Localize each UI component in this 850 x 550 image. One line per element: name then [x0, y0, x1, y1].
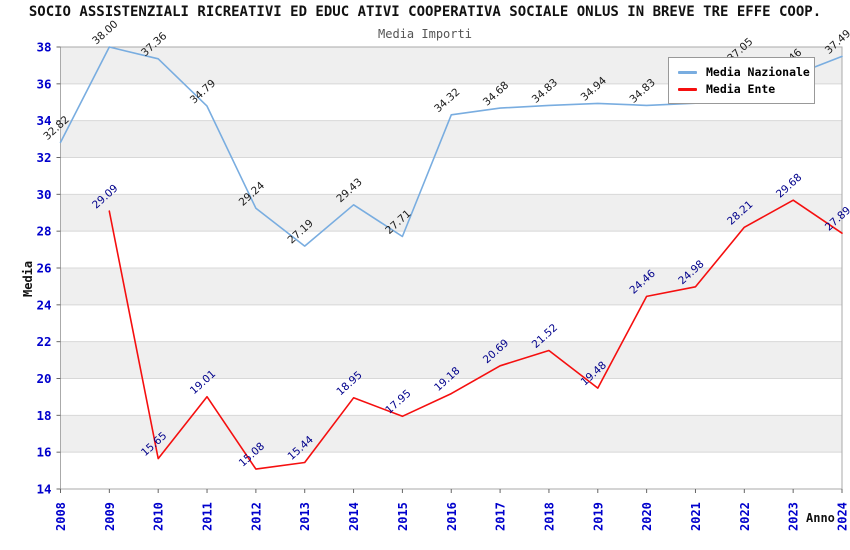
y-tick-label: 34 [36, 113, 51, 128]
x-axis-title: Anno [806, 511, 835, 525]
y-tick-label: 32 [36, 150, 51, 165]
x-tick-label: 2023 [787, 502, 801, 531]
legend-line-swatch-nazionale [678, 70, 697, 74]
y-tick-label: 24 [36, 297, 51, 312]
legend-label-ente: Media Ente [706, 82, 776, 96]
x-tick-label: 2009 [103, 502, 117, 531]
legend-label-nazionale: Media Nazionale [706, 65, 810, 79]
data-label: 38.00 [90, 18, 120, 47]
x-tick-label: 2013 [298, 502, 312, 531]
x-tick-label: 2014 [347, 502, 361, 531]
y-tick-label: 30 [36, 187, 51, 202]
plot-band [60, 120, 842, 158]
x-tick-label: 2021 [689, 502, 703, 531]
chart-subtitle: Media Importi [378, 27, 472, 41]
plot-band [60, 157, 842, 195]
plot-band [60, 415, 842, 453]
plot-band [60, 231, 842, 268]
y-tick-label: 20 [36, 371, 51, 386]
x-tick-label: 2024 [836, 502, 850, 531]
y-tick-label: 18 [36, 408, 51, 423]
plot-band [60, 304, 842, 342]
x-tick-label: 2020 [640, 502, 654, 531]
legend-item-media-ente: Media Ente [678, 82, 806, 96]
x-tick-label: 2012 [249, 502, 263, 531]
y-tick-label: 22 [36, 334, 51, 349]
x-tick-label: 2018 [542, 502, 556, 531]
y-axis-title: Media [21, 260, 35, 297]
y-tick-label: 14 [36, 482, 51, 497]
x-tick-label: 2011 [201, 502, 215, 531]
y-tick-label: 28 [36, 224, 51, 239]
x-tick-label: 2017 [494, 502, 508, 531]
plot-band [60, 452, 842, 489]
x-tick-label: 2022 [738, 502, 752, 531]
series-line-media-ente [108, 199, 843, 470]
x-tick-label: 2016 [445, 502, 459, 531]
x-tick-label: 2008 [54, 502, 68, 531]
x-tick-label: 2010 [152, 502, 166, 531]
plot-band [60, 378, 842, 416]
legend: Media Nazionale Media Ente [668, 57, 815, 104]
x-tick-label: 2015 [396, 502, 410, 531]
y-tick-label: 16 [36, 445, 51, 460]
legend-item-media-nazionale: Media Nazionale [678, 65, 810, 79]
y-tick-label: 38 [36, 40, 51, 55]
plot-band [60, 268, 842, 305]
plot-band [60, 194, 842, 232]
plot-band [60, 341, 842, 379]
y-tick-label: 36 [36, 76, 51, 91]
x-tick-label: 2019 [591, 502, 605, 531]
chart-title: SOCIO ASSISTENZIALI RICREATIVI ED EDUC A… [28, 4, 822, 20]
y-tick-label: 26 [36, 261, 51, 276]
legend-line-swatch-ente [678, 87, 697, 91]
